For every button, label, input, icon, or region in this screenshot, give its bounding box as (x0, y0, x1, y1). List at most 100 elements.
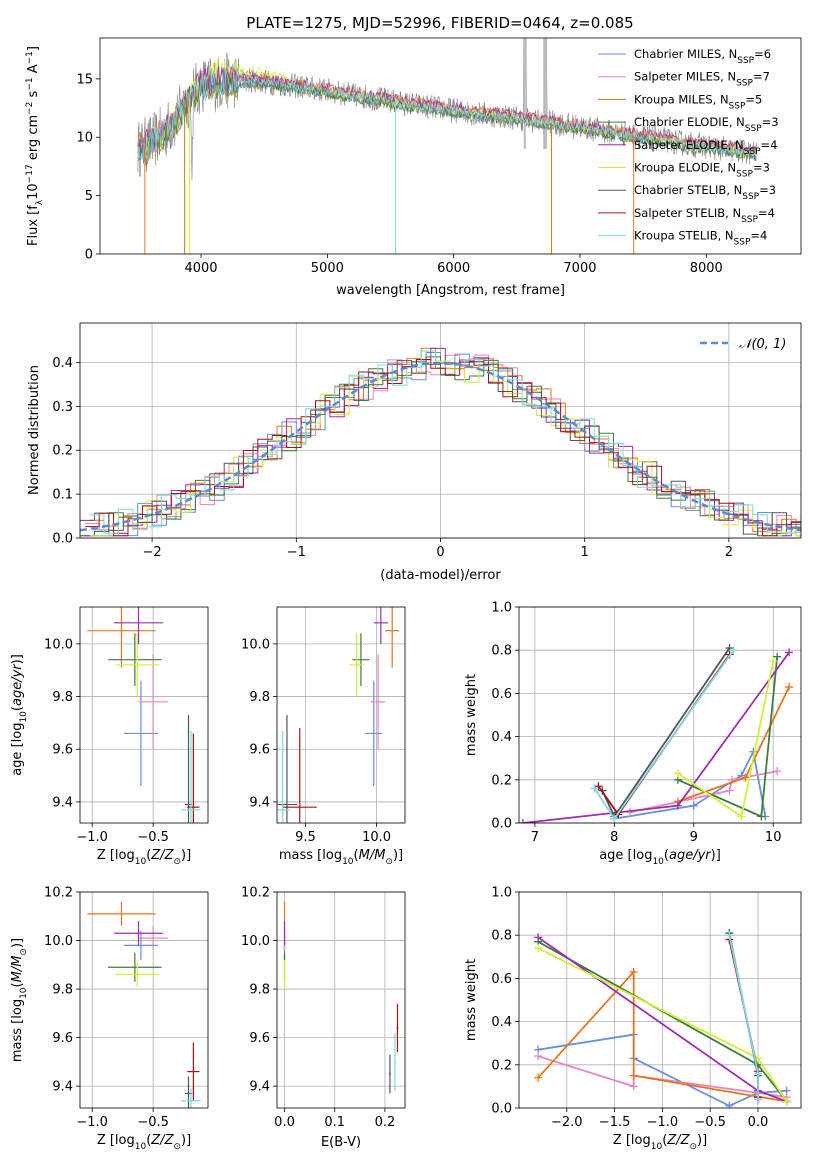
weight-marker (773, 652, 782, 661)
y-tick-label: 0.0 (52, 532, 73, 547)
weight-marker (590, 784, 599, 793)
x-tick-label: 2 (725, 545, 733, 560)
mass-vs-z-panel: −1.0 −0.5 9.4 9.6 9.8 10.0 10.2 Z [log10(Z/Z⊙)]… (10, 886, 209, 1152)
y-axis-label: age [log10(age/yr)] (10, 654, 29, 776)
weight-marker (757, 812, 766, 821)
plot-area (519, 644, 794, 823)
x-tick-label: −1.5 (599, 1115, 631, 1130)
axes-frame (276, 606, 406, 824)
axes-frame (99, 37, 802, 255)
plot-area (80, 347, 801, 537)
model-spectrum (137, 71, 757, 161)
weight-marker (534, 944, 543, 953)
weight-marker (534, 933, 543, 942)
legend-label: Chabrier MILES, NSSP=6 (634, 47, 771, 66)
y-tick-label: 10.0 (241, 637, 270, 652)
mass-vs-ebv-panel: 0.0 0.1 0.2 9.4 9.6 9.8 10.0 10.2 E(B-V) (241, 886, 406, 1150)
x-tick-label: 9 (690, 830, 698, 845)
weight-vs-z-panel: −2.0 −1.5 −1.0 −0.5 0.0 0.0 0.2 0.4 0.6 0.8 1.0 Z [… (464, 886, 802, 1152)
x-axis-label: wavelength [Angstrom, rest frame] (336, 283, 565, 298)
weight-marker (782, 1097, 791, 1106)
y-axis-label: Normed distribution (27, 365, 42, 495)
y-tick-label: 10.0 (44, 934, 73, 949)
x-tick-label: 0.2 (375, 1115, 396, 1130)
x-tick-label: 0.1 (324, 1115, 345, 1130)
y-tick-label: 9.4 (52, 795, 73, 810)
y-tick-label: 5 (85, 189, 93, 204)
x-tick-label: 5000 (311, 261, 344, 276)
plot-area (87, 607, 201, 823)
y-tick-label: 9.6 (249, 1031, 270, 1046)
legend-label: 𝒩(0, 1) (739, 337, 786, 352)
weight-marker (725, 786, 734, 795)
y-tick-label: 0.6 (491, 972, 512, 987)
x-tick-label: 6000 (437, 261, 470, 276)
y-tick-label: 0.4 (52, 356, 73, 371)
residual-histogram (80, 356, 801, 537)
y-tick-label: 0.4 (491, 730, 512, 745)
x-tick-label: −1 (287, 545, 306, 560)
x-axis-label: E(B-V) (321, 1135, 361, 1150)
x-tick-label: −1.0 (76, 1115, 108, 1130)
x-tick-label: 0 (436, 545, 444, 560)
weight-marker (629, 1071, 638, 1080)
weight-marker (753, 1069, 762, 1078)
y-axis-label: mass weight (464, 674, 479, 756)
y-tick-label: 1.0 (491, 601, 512, 616)
y-tick-label: 0 (85, 248, 93, 263)
legend-label: Salpeter STELIB, NSSP=4 (634, 206, 775, 225)
weight-marker (610, 814, 619, 823)
x-axis-label: mass [log10(M/M⊙)] (279, 848, 403, 867)
y-tick-label: 0.0 (491, 817, 512, 832)
x-axis-label: (data-model)/error (380, 568, 501, 583)
y-tick-label: 9.8 (249, 690, 270, 705)
legend-label: Salpeter MILES, NSSP=7 (634, 70, 770, 89)
plot-area (87, 901, 201, 1108)
weight-marker (769, 657, 778, 665)
y-tick-label: 9.4 (249, 1080, 270, 1095)
x-axis-label: Z [log10(Z/Z⊙)] (97, 1133, 191, 1152)
legend-label: Kroupa MILES, NSSP=5 (634, 92, 762, 111)
axes-frame (79, 322, 802, 539)
plot-area (534, 929, 791, 1108)
axes-frame (518, 606, 802, 824)
plot-area (137, 38, 758, 254)
weight-marker (741, 773, 750, 782)
age-vs-mass-panel: 9.5 10.0 9.4 9.6 9.8 10.0 mass [log10(M/M⊙)] (241, 606, 406, 867)
legend: Chabrier MILES, NSSP=6 Salpeter MILES, NS… (598, 47, 779, 248)
y-tick-label: 9.8 (249, 983, 270, 998)
y-tick-label: 10 (76, 131, 93, 146)
y-tick-label: 10.2 (241, 886, 270, 901)
weight-marker (689, 801, 698, 810)
x-tick-label: 7 (531, 830, 539, 845)
x-tick-label: −1.0 (647, 1115, 679, 1130)
model-spectrum (137, 66, 757, 159)
y-tick-label: 9.6 (249, 743, 270, 758)
x-tick-label: 7000 (563, 261, 596, 276)
axes-frame (276, 891, 406, 1109)
residuals-panel: −2 −1 0 1 2 0.0 0.1 0.2 0.3 0.4 𝒩(0, 1) (data-model… (27, 322, 802, 583)
weight-marker (785, 648, 794, 657)
y-tick-label: 9.6 (52, 1031, 73, 1046)
y-tick-label: 0.2 (52, 444, 73, 459)
x-tick-label: 0.0 (274, 1115, 295, 1130)
x-tick-label: −2.0 (551, 1115, 583, 1130)
y-tick-label: 0.3 (52, 400, 73, 415)
weight-marker (725, 1101, 734, 1108)
x-tick-label: −0.5 (137, 830, 169, 845)
x-tick-label: −1.0 (76, 830, 108, 845)
weight-marker (534, 1073, 543, 1082)
weight-marker (519, 819, 527, 823)
weight-marker (753, 1095, 762, 1104)
x-tick-label: −0.5 (137, 1115, 169, 1130)
weight-marker (629, 967, 638, 976)
y-tick-label: 0.8 (491, 644, 512, 659)
x-tick-label: 10.0 (362, 830, 391, 845)
legend-label: Chabrier ELODIE, NSSP=3 (634, 115, 779, 134)
x-axis-label: Z [log10(Z/Z⊙)] (97, 848, 191, 867)
x-tick-label: 8 (610, 830, 618, 845)
y-tick-label: 9.4 (52, 1080, 73, 1095)
weight-marker (785, 682, 794, 691)
y-tick-label: 0.8 (491, 929, 512, 944)
